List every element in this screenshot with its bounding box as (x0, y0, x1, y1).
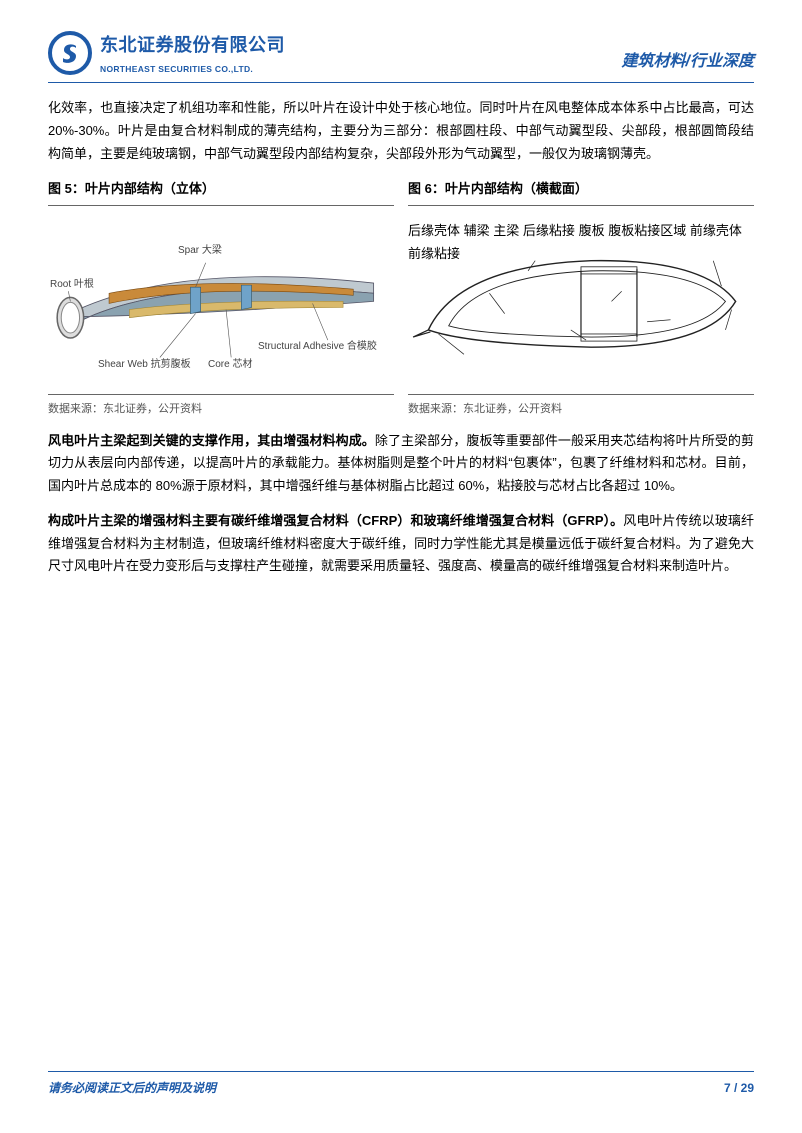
company-name-cn: 东北证券股份有限公司 (100, 30, 285, 62)
paragraph-intro: 化效率，也直接决定了机组功率和性能，所以叶片在设计中处于核心地位。同时叶片在风电… (48, 97, 754, 165)
company-logo-block: 东北证券股份有限公司 NORTHEAST SECURITIES CO.,LTD. (48, 30, 285, 76)
blade-cross-svg (408, 220, 754, 383)
paragraph-2: 风电叶片主梁起到关键的支撑作用，其由增强材料构成。除了主梁部分，腹板等重要部件一… (48, 430, 754, 498)
footer-disclaimer: 请务必阅读正文后的声明及说明 (48, 1078, 216, 1099)
page-header: 东北证券股份有限公司 NORTHEAST SECURITIES CO.,LTD.… (48, 30, 754, 83)
page-footer: 请务必阅读正文后的声明及说明 7 / 29 (48, 1071, 754, 1099)
figure-5-source: 数据来源：东北证券，公开资料 (48, 394, 394, 419)
label-spar: Spar 大梁 (178, 242, 222, 260)
company-name-en: NORTHEAST SECURITIES CO.,LTD. (100, 62, 285, 77)
paragraph-2-lead: 风电叶片主梁起到关键的支撑作用，其由增强材料构成。 (48, 433, 375, 448)
company-name-block: 东北证券股份有限公司 NORTHEAST SECURITIES CO.,LTD. (100, 30, 285, 76)
s-glyph-icon (57, 40, 83, 66)
company-logo-icon (48, 31, 92, 75)
label-adhesive: Structural Adhesive 合模胶 (258, 338, 377, 356)
footer-page: 7 / 29 (724, 1078, 754, 1099)
figure-5: 图 5：叶片内部结构（立体） (48, 178, 394, 420)
paragraph-3-lead: 构成叶片主梁的增强材料主要有碳纤维增强复合材料（CFRP）和玻璃纤维增强复合材料… (48, 513, 623, 528)
figure-6-image: 后缘壳体 辅梁 主梁 后缘粘接 腹板 腹板粘接区域 前缘壳体 前缘粘接 (408, 220, 754, 380)
label-root: Root 叶根 (50, 276, 94, 294)
label-core: Core 芯材 (208, 356, 252, 374)
figure-6-title: 图 6：叶片内部结构（横截面） (408, 178, 754, 207)
paragraph-3: 构成叶片主梁的增强材料主要有碳纤维增强复合材料（CFRP）和玻璃纤维增强复合材料… (48, 510, 754, 578)
figure-5-title: 图 5：叶片内部结构（立体） (48, 178, 394, 207)
figure-6-source: 数据来源：东北证券，公开资料 (408, 394, 754, 419)
header-category: 建筑材料/行业深度 (622, 48, 754, 76)
figure-5-image: Spar 大梁 Root 叶根 Shear Web 抗剪腹板 Core 芯材 S… (48, 220, 394, 380)
figures-row: 图 5：叶片内部结构（立体） (48, 178, 754, 420)
figure-6: 图 6：叶片内部结构（横截面） (408, 178, 754, 420)
label-shear: Shear Web 抗剪腹板 (98, 356, 191, 374)
